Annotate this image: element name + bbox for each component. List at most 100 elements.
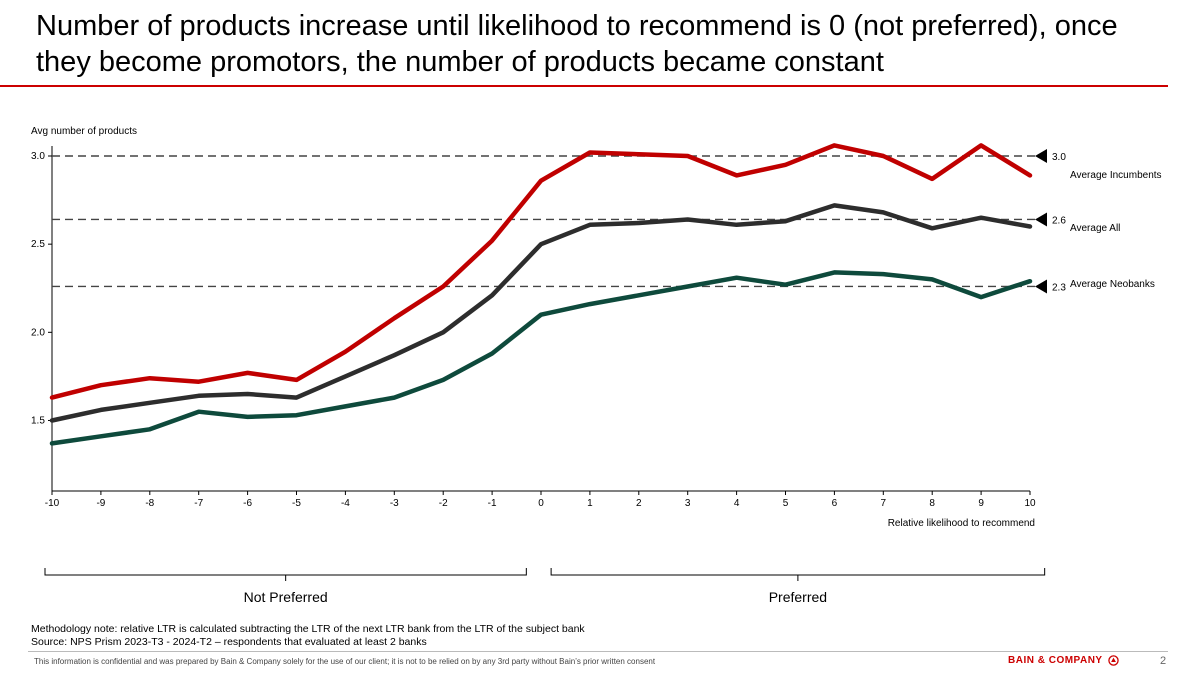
reference-value-label: 2.6 [1052, 215, 1066, 226]
reference-marker-icon [1035, 279, 1047, 294]
footer-divider [28, 651, 1168, 652]
data-point [979, 144, 983, 147]
data-point [539, 179, 543, 182]
x-tick-label: 1 [587, 498, 593, 509]
data-point [735, 223, 738, 226]
data-point [295, 413, 298, 417]
data-point [148, 376, 151, 380]
x-tick-label: 2 [636, 498, 642, 509]
data-point [979, 216, 983, 219]
data-point [1028, 174, 1032, 177]
data-point [490, 294, 494, 297]
data-point [539, 313, 543, 316]
x-tick-label: -1 [488, 498, 497, 509]
x-tick-label: 3 [685, 498, 691, 509]
line-chart: Avg number of products Relative likelihoo… [31, 126, 1162, 581]
data-point [784, 163, 787, 167]
methodology-note: Methodology note: relative LTR is calcul… [31, 623, 585, 635]
data-point [442, 331, 445, 334]
brand-logo: BAIN & COMPANY [1008, 655, 1119, 666]
data-point [637, 294, 640, 297]
reference-value-label: 2.3 [1052, 282, 1066, 293]
data-point [490, 352, 494, 355]
reference-marker-icon [1035, 212, 1047, 227]
x-tick-label: -8 [145, 498, 154, 509]
data-point [393, 317, 396, 320]
x-tick-label: 8 [929, 498, 935, 509]
range-bracket [44, 568, 527, 581]
reference-name-label: Average Incumbents [1070, 170, 1162, 181]
x-tick-label: 9 [978, 498, 984, 509]
data-point [442, 285, 445, 288]
data-point [784, 283, 787, 286]
data-point [344, 350, 347, 353]
data-point [148, 401, 151, 405]
reference-name-label: Average Neobanks [1070, 279, 1155, 290]
data-point [637, 221, 640, 225]
methodology-notes: Methodology note: relative LTR is calcul… [31, 623, 585, 648]
data-point [735, 276, 738, 279]
series-line-neobanks [49, 270, 1033, 446]
data-point [882, 211, 885, 214]
x-tick-label: 0 [538, 498, 544, 509]
data-point [1028, 225, 1032, 228]
data-point [50, 442, 54, 445]
data-point [735, 174, 738, 177]
data-point [99, 435, 103, 438]
x-tick-label: -3 [390, 498, 399, 509]
series-line-incumbents [49, 143, 1033, 400]
confidentiality-notice: This information is confidential and was… [34, 657, 656, 666]
x-tick-label: 4 [734, 498, 740, 509]
source-note: Source: NPS Prism 2023-T3 - 2024-T2 – re… [31, 635, 427, 648]
data-point [588, 223, 592, 226]
x-tick-label: 6 [832, 498, 838, 509]
data-point [931, 227, 934, 230]
data-point [295, 378, 298, 382]
x-tick-label: -6 [243, 498, 252, 509]
data-point [686, 218, 689, 221]
bracket-label-not-preferred: Not Preferred [243, 589, 328, 605]
y-tick-label: 2.5 [31, 239, 45, 250]
data-point [784, 220, 787, 223]
bracket-label-preferred: Preferred [768, 589, 828, 605]
x-tick-label: -2 [439, 498, 448, 509]
data-point [197, 410, 200, 413]
brand-name: BAIN & COMPANY [1008, 655, 1103, 666]
data-point [979, 295, 983, 299]
page-title: Number of products increase until likeli… [36, 10, 1118, 78]
data-point [197, 380, 200, 383]
x-tick-label: -10 [45, 498, 60, 509]
y-tick-label: 3.0 [31, 151, 45, 162]
x-tick-label: -7 [194, 498, 203, 509]
data-point [344, 405, 347, 408]
x-tick-label: 7 [881, 498, 887, 509]
data-point [99, 408, 103, 412]
data-point [246, 392, 249, 396]
data-point [99, 384, 103, 387]
data-point [50, 419, 54, 422]
y-axis-title: Avg number of products [31, 126, 137, 137]
data-point [442, 378, 445, 382]
range-bracket [550, 568, 1046, 581]
data-point [148, 428, 151, 431]
data-point [588, 151, 592, 154]
data-point [393, 396, 396, 399]
data-point [833, 204, 836, 207]
x-axis-title: Relative likelihood to recommend [888, 518, 1035, 529]
data-point [344, 375, 347, 378]
data-point [833, 144, 836, 147]
data-point [246, 415, 249, 419]
y-tick-label: 1.5 [31, 415, 45, 426]
reference-name-label: Average All [1070, 223, 1120, 234]
data-point [686, 285, 689, 288]
data-point [637, 153, 640, 156]
bain-logo-icon [1107, 655, 1119, 666]
data-point [931, 278, 934, 281]
page-number: 2 [1160, 655, 1167, 667]
data-point [295, 396, 298, 399]
data-point [197, 394, 200, 397]
data-point [931, 177, 934, 181]
x-tick-label: 10 [1024, 498, 1036, 509]
data-point [686, 154, 689, 158]
data-point [833, 271, 836, 274]
